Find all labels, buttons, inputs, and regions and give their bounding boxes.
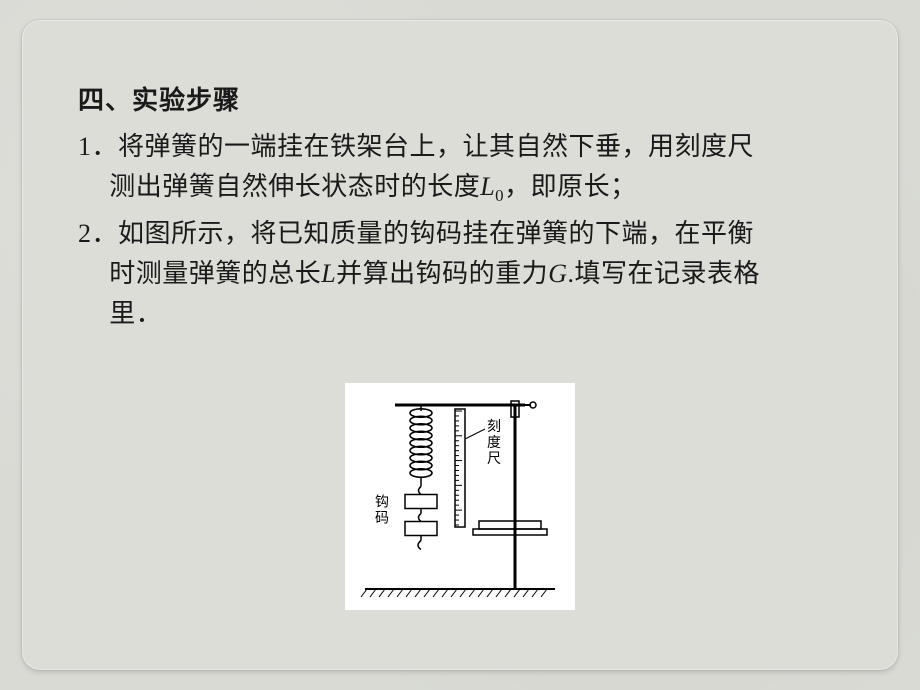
svg-text:钩: 钩: [375, 494, 389, 510]
apparatus-figure: 刻度尺钩码: [345, 383, 575, 610]
svg-text:码: 码: [375, 510, 389, 526]
svg-text:度: 度: [487, 435, 501, 451]
variable-L: L: [321, 259, 336, 288]
step1-line2: 测出弹簧自然伸长状态时的长度L0，即原长；: [78, 167, 842, 209]
variable-L0: L0: [480, 172, 504, 201]
step2-line2-post: .填写在记录表格: [567, 259, 760, 288]
step2-line2: 时测量弹簧的总长L并算出钩码的重力G.填写在记录表格: [78, 254, 842, 294]
step-1: 1．将弹簧的一端挂在铁架台上，让其自然下垂，用刻度尺 测出弹簧自然伸长状态时的长…: [78, 127, 842, 210]
section-heading: 四、实验步骤: [78, 80, 842, 117]
variable-G: G: [548, 259, 567, 288]
step1-line1: 1．将弹簧的一端挂在铁架台上，让其自然下垂，用刻度尺: [78, 132, 754, 161]
apparatus-diagram: 刻度尺钩码: [355, 391, 565, 601]
step2-line2-pre: 时测量弹簧的总长: [109, 259, 321, 288]
svg-text:尺: 尺: [487, 451, 501, 467]
step1-line2-pre: 测出弹簧自然伸长状态时的长度: [109, 172, 480, 201]
step2-line2-mid: 并算出钩码的重力: [336, 259, 548, 288]
figure-container: 刻度尺钩码: [78, 383, 842, 610]
step2-line1: 2．如图所示，将已知质量的钩码挂在弹簧的下端，在平衡: [78, 219, 754, 248]
svg-text:刻: 刻: [487, 419, 501, 435]
step2-line3: 里．: [78, 294, 842, 334]
step1-line2-post: ，即原长；: [504, 172, 637, 201]
slide-card: 四、实验步骤 1．将弹簧的一端挂在铁架台上，让其自然下垂，用刻度尺 测出弹簧自然…: [22, 20, 898, 670]
var-L0-sub: 0: [495, 186, 504, 205]
var-L: L: [480, 172, 495, 201]
step-2: 2．如图所示，将已知质量的钩码挂在弹簧的下端，在平衡 时测量弹簧的总长L并算出钩…: [78, 214, 842, 335]
